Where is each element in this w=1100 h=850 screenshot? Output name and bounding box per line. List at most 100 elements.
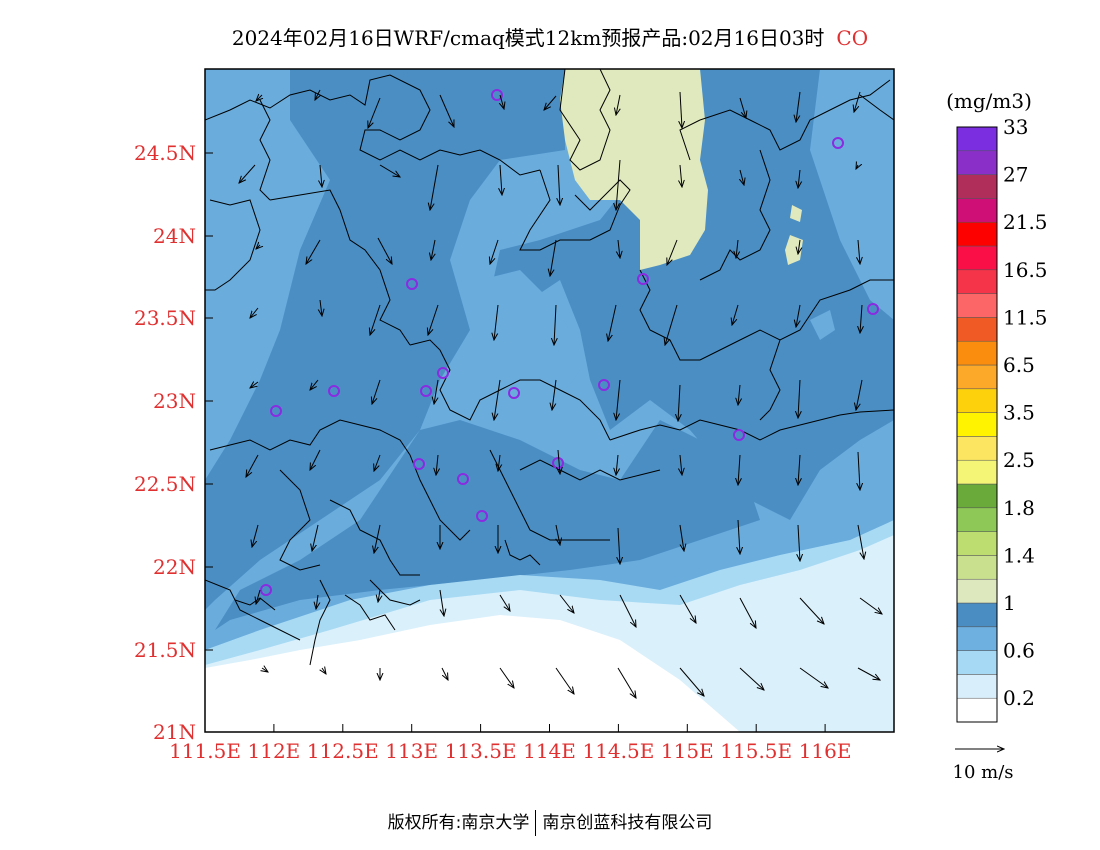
legend-swatch bbox=[956, 198, 998, 223]
legend-label: 33 bbox=[1003, 115, 1028, 139]
legend-label: 21.5 bbox=[1003, 210, 1048, 234]
land-dark-band bbox=[205, 69, 894, 630]
wind-arrow bbox=[857, 524, 864, 559]
wind-arrow bbox=[680, 164, 682, 187]
map-title-main: 2024年02月16日WRF/cmaq模式12km预报产品:02月16日03时 bbox=[231, 26, 825, 50]
wind-arrow bbox=[374, 454, 381, 471]
wind-arrow bbox=[439, 589, 444, 616]
legend-swatch bbox=[956, 126, 998, 152]
wind-arrow bbox=[558, 164, 560, 205]
wind-arrow bbox=[680, 91, 682, 128]
legend-label: 11.5 bbox=[1003, 305, 1048, 329]
wind-arrow bbox=[799, 597, 824, 624]
wind-arrow bbox=[738, 519, 740, 554]
wind-arrow bbox=[430, 164, 439, 210]
legend-swatch bbox=[956, 221, 998, 247]
legend-swatch bbox=[956, 555, 998, 580]
map-title: 2024年02月16日WRF/cmaq模式12km预报产品:02月16日03时 C… bbox=[0, 22, 1100, 51]
wind-arrow bbox=[378, 589, 380, 602]
lon-tick-label: 113.5E bbox=[445, 739, 517, 763]
station-marker bbox=[270, 405, 282, 417]
legend-labels: 0.2 0.6 1 1.4 1.8 2.5 3.5 6.5 11.5 16.5 21.5 27 33 bbox=[1003, 115, 1048, 710]
station-marker bbox=[437, 367, 449, 379]
wind-arrow bbox=[320, 299, 322, 316]
station-marker bbox=[413, 458, 425, 470]
species-label: CO bbox=[836, 26, 869, 50]
wind-arrow bbox=[556, 524, 560, 545]
wind-arrow bbox=[377, 237, 392, 264]
lat-tick-label: 23N bbox=[153, 389, 196, 413]
wind-arrow bbox=[436, 454, 438, 475]
wind-arrow bbox=[616, 159, 621, 210]
wind-vectors bbox=[239, 89, 882, 698]
wind-arrow bbox=[310, 379, 319, 390]
wind-arrow bbox=[558, 449, 560, 474]
wind-arrow bbox=[368, 97, 381, 128]
wind-arrow bbox=[738, 454, 740, 485]
lon-tick-label: 114E bbox=[523, 739, 576, 763]
wind-arrow bbox=[544, 95, 557, 110]
legend-swatch bbox=[956, 483, 998, 509]
wind-arrow bbox=[322, 668, 326, 674]
wind-arrow bbox=[617, 667, 636, 698]
wind-arrow bbox=[616, 379, 621, 420]
legend-swatch bbox=[956, 578, 998, 604]
wind-arrow bbox=[798, 169, 800, 188]
land-mid-patches bbox=[480, 270, 835, 400]
legend-swatch bbox=[956, 150, 998, 175]
wind-arrow bbox=[856, 379, 863, 410]
legend-label: 27 bbox=[1003, 163, 1028, 187]
legend-label: 0.6 bbox=[1003, 639, 1035, 663]
legend-swatch bbox=[956, 269, 998, 294]
wind-arrow bbox=[618, 527, 620, 564]
legend-swatch bbox=[956, 436, 998, 461]
legend-swatch bbox=[956, 697, 998, 723]
wind-arrow bbox=[256, 589, 260, 604]
station-marker bbox=[406, 278, 418, 290]
legend-swatch bbox=[956, 317, 998, 342]
wind-reference-label: 10 m/s bbox=[953, 762, 1014, 783]
station-marker bbox=[491, 89, 503, 101]
legend-label: 1.8 bbox=[1003, 496, 1035, 520]
wind-arrow bbox=[619, 594, 636, 627]
wind-arrow bbox=[739, 97, 746, 118]
wind-arrow bbox=[616, 454, 618, 475]
lon-tick-label: 112E bbox=[248, 739, 301, 763]
wind-arrow bbox=[798, 524, 800, 561]
station-marker bbox=[637, 273, 649, 285]
wind-arrow bbox=[499, 667, 514, 688]
wind-arrow bbox=[857, 667, 880, 680]
station-marker bbox=[476, 510, 488, 522]
wind-arrow bbox=[856, 165, 858, 169]
lat-tick-label: 23.5N bbox=[134, 306, 196, 330]
station-marker bbox=[733, 429, 745, 441]
wind-arrow bbox=[494, 304, 499, 340]
wind-arrow bbox=[680, 454, 682, 475]
legend-swatch bbox=[956, 674, 998, 699]
wind-arrow bbox=[738, 384, 740, 405]
wind-arrow bbox=[860, 304, 862, 333]
wind-arrow bbox=[428, 304, 439, 335]
wind-arrow bbox=[679, 524, 684, 551]
lon-tick-label: 116E bbox=[799, 739, 852, 763]
legend-swatch bbox=[956, 245, 998, 271]
lon-tick-label: 115.5E bbox=[720, 739, 792, 763]
footer-divider bbox=[535, 810, 537, 836]
wind-arrow bbox=[798, 379, 800, 418]
wind-arrow bbox=[379, 164, 400, 177]
wind-arrow bbox=[798, 239, 800, 254]
wind-arrow bbox=[796, 91, 801, 122]
lat-tick-label: 22N bbox=[153, 555, 196, 579]
wind-arrow bbox=[434, 379, 438, 404]
station-markers bbox=[260, 89, 879, 596]
legend-unit: (mg/m3) bbox=[946, 89, 1032, 113]
lat-tick-label: 21N bbox=[153, 720, 196, 744]
wind-arrow bbox=[550, 239, 557, 276]
wind-arrow bbox=[499, 594, 510, 611]
station-marker bbox=[598, 379, 610, 391]
wind-arrow bbox=[500, 164, 502, 195]
wind-arrow bbox=[559, 594, 574, 613]
wind-arrow bbox=[256, 245, 260, 249]
wind-arrow bbox=[740, 169, 744, 185]
